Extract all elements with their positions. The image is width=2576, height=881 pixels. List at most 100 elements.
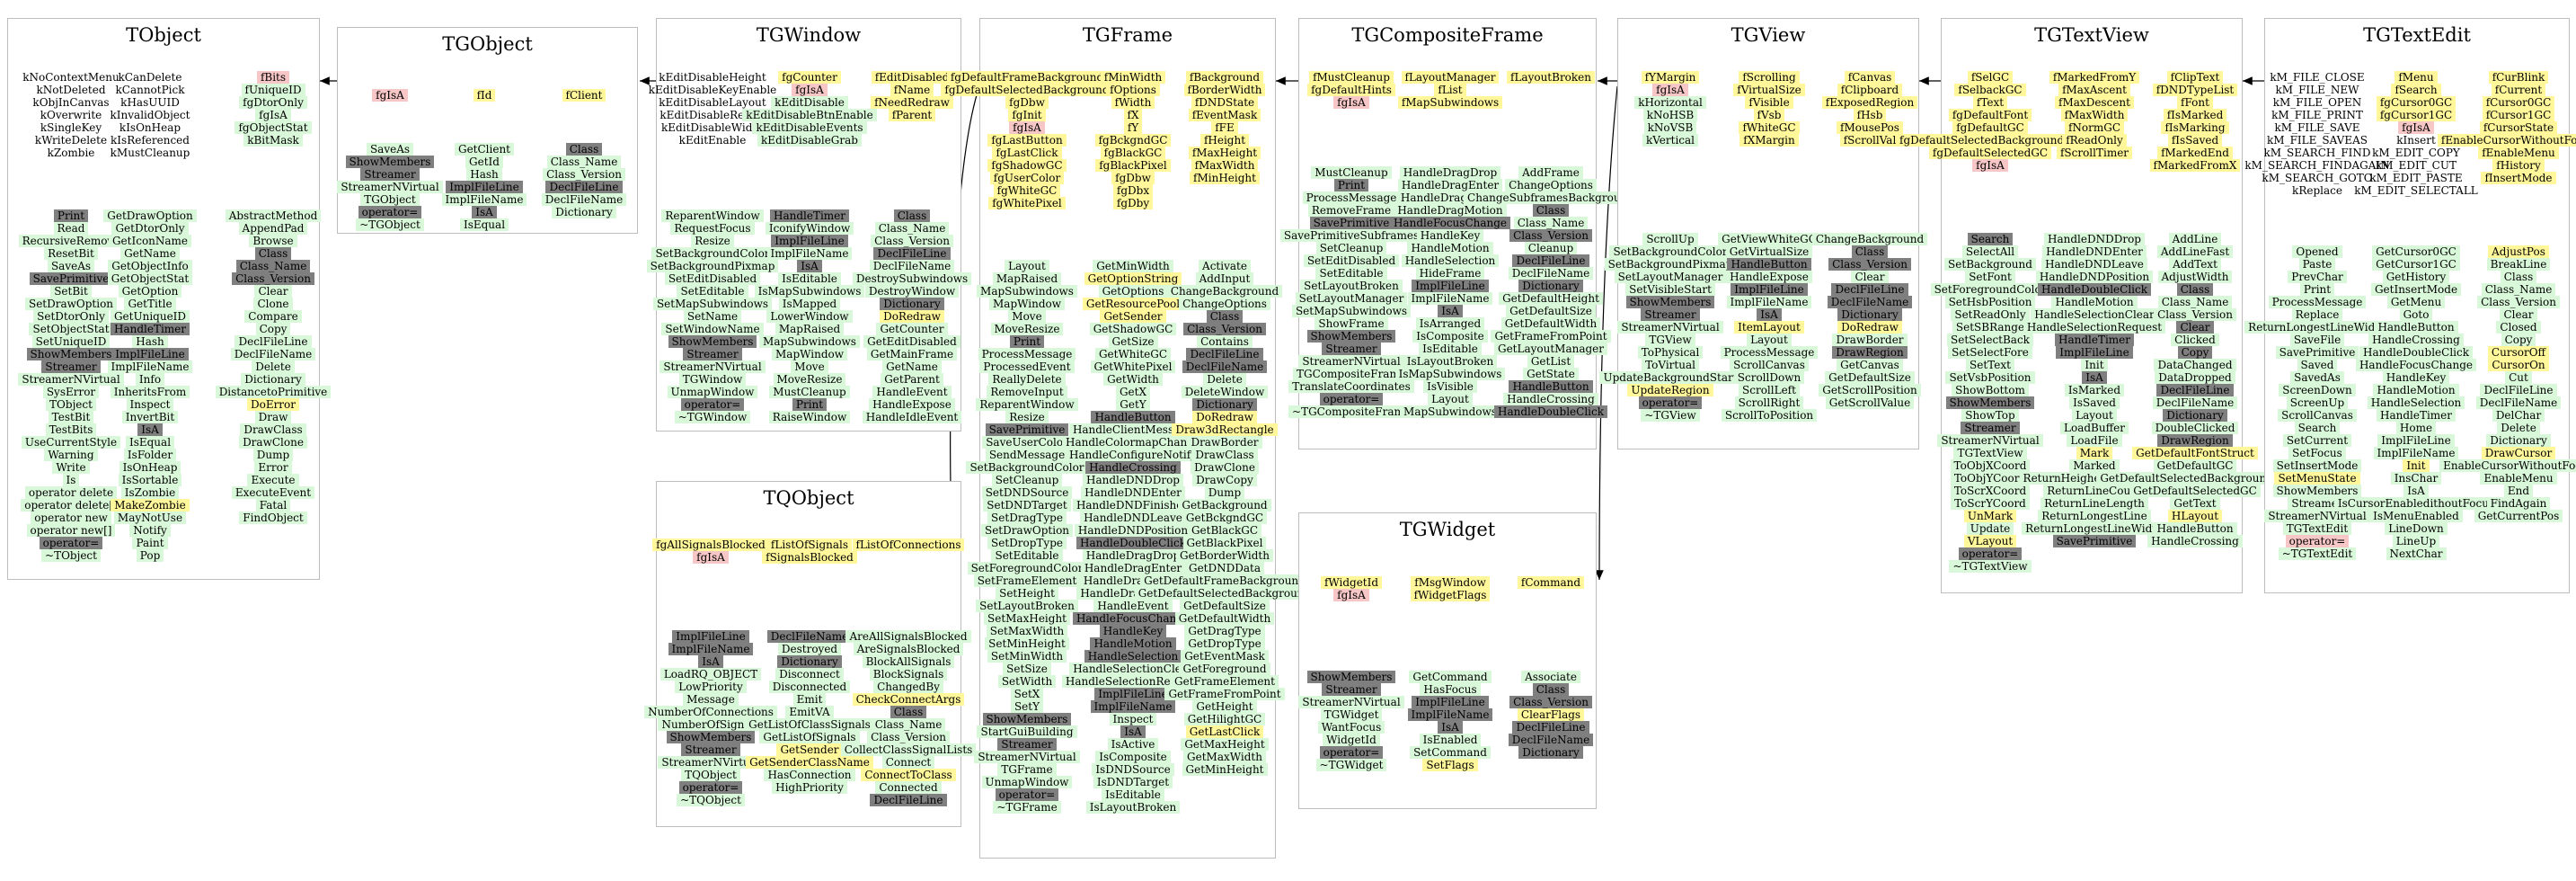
member-class: Class	[890, 706, 927, 718]
member-getname: GetName	[882, 360, 942, 373]
member-getdnddata: GetDNDData	[1184, 562, 1264, 574]
member-loadfile: LoadFile	[2067, 434, 2122, 447]
member-handledragdrop: HandleDragDrop	[1399, 166, 1501, 179]
member-declfileline: DeclFileLine	[545, 181, 623, 193]
member-declfilename: DeclFileName	[869, 260, 955, 272]
member-freadonly: fReadOnly	[2062, 134, 2127, 147]
member-layout: Layout	[1428, 393, 1473, 405]
member-fgisa: fgIsA	[255, 109, 291, 121]
member-showmembers: ShowMembers	[668, 335, 757, 348]
member-fgdefaultselectedgc: fgDefaultSelectedGC	[1928, 147, 2052, 159]
member-closed: Closed	[2496, 321, 2541, 334]
member-mark: Mark	[2076, 447, 2113, 459]
member-implfileline: ImplFileLine	[1412, 280, 1489, 292]
member-setmapsubwindows: SetMapSubwindows	[1291, 305, 1412, 317]
member-fgdby: fgDby	[1112, 197, 1154, 209]
member-fgcursor0gc: fgCursor0GC	[2376, 96, 2456, 109]
member-column: GetCommand HasFocus ImplFileLine ImplFileNa…	[1378, 671, 1522, 771]
member-tgwindow: TGWindow	[678, 373, 747, 386]
member-column: GetDrawOption GetDtorOnly GetIconName GetNa…	[78, 209, 222, 562]
member-setselectfore: SetSelectFore	[1948, 346, 2032, 359]
member-implfileline: ImplFileLine	[111, 348, 189, 360]
member-getdroptype: GetDropType	[1184, 637, 1265, 650]
class-box-tgtextedit: TGTextEdit kM_FILE_CLOSE kM_FILE_NEW kM_FIL…	[2244, 18, 2576, 593]
member-setwidth: SetWidth	[997, 675, 1057, 688]
member-goto: Goto	[2399, 308, 2433, 321]
member-pop: Pop	[136, 549, 164, 562]
member-handledndenter: HandleDNDEnter	[2042, 245, 2147, 258]
member-class: Class	[1206, 310, 1244, 323]
member-fymargin: fYMargin	[1641, 71, 1700, 84]
member-nextchar: NextChar	[2386, 547, 2447, 560]
member-keditdisablekeyenable: kEditDisableKeyEnable	[648, 84, 777, 96]
member-column: fgDefaultFrameBackground fgDefaultSelecte…	[941, 71, 1113, 209]
member-getuniqueid: GetUniqueID	[110, 310, 190, 323]
member-handleevent: HandleEvent	[1093, 600, 1173, 612]
member-getframefrompoint: GetFrameFromPoint	[1491, 330, 1611, 343]
member-column: fLayoutBroken	[1479, 71, 1623, 84]
class-box-tgtextview: TGTextView fSelGC fSelbackGC fText fgDefault…	[1896, 18, 2294, 593]
member-class: Class	[1532, 204, 1570, 217]
member-knotdeleted: kNotDeleted	[36, 84, 106, 96]
class-box-tobject: TObject kNoContextMenu kNotDeleted kObjInCa…	[7, 18, 332, 580]
member-connected: Connected	[875, 781, 942, 794]
member-handletimer: HandleTimer	[2054, 334, 2135, 346]
member-class: Class	[2500, 271, 2537, 283]
member-implfilename: ImplFileName	[1726, 296, 1812, 308]
member-gety: GetY	[1116, 398, 1150, 411]
member-saveprimitive: SavePrimitive	[2275, 346, 2359, 359]
member-getdtoronly: GetDtorOnly	[111, 222, 189, 235]
member-findobject: FindObject	[239, 512, 307, 524]
member-getsender: GetSender	[776, 743, 843, 756]
member-fatal: Fatal	[255, 499, 291, 512]
member-handleselectionclear: HandleSelectionClear	[2031, 308, 2158, 321]
member-declfilename: DeclFileName	[1182, 360, 1268, 373]
member-opened: Opened	[2292, 245, 2342, 258]
member-saveprimitive: SavePrimitive	[29, 272, 113, 285]
member-handleselection: HandleSelection	[1084, 650, 1182, 663]
member-iscomposite: IsComposite	[1095, 751, 1171, 763]
member-setvsbposition: SetVsbPosition	[1945, 371, 2035, 384]
member-setcurrent: SetCurrent	[2282, 434, 2352, 447]
member-implfilename: ImplFileName	[2373, 447, 2459, 459]
member-setmaxheight: SetMaxHeight	[984, 612, 1070, 625]
member-declfileline: DeclFileLine	[873, 247, 951, 260]
member-column: GetCursor0GC GetCursor1GC GetHistory GetIns…	[2333, 245, 2499, 560]
member-fclipboard: fClipboard	[1837, 84, 1903, 96]
member-column: fListOfConnections	[837, 538, 980, 551]
member-handleclientmessage: HandleClientMessage	[1068, 423, 1198, 436]
member-khorizontal: kHorizontal	[1634, 96, 1706, 109]
member-dictionary: Dictionary	[880, 298, 944, 310]
member-dictionary: Dictionary	[241, 373, 305, 386]
member-getoptions: GetOptions	[1098, 285, 1168, 298]
member-maynotuse: MayNotUse	[113, 512, 187, 524]
member-getsize: GetSize	[1108, 335, 1158, 348]
member-km-file-print: kM_FILE_PRINT	[2271, 109, 2363, 121]
member-handleevent: HandleEvent	[872, 386, 952, 398]
member-ksinglekey: kSingleKey	[40, 121, 102, 134]
member-handlemotion: HandleMotion	[2373, 384, 2459, 396]
member-setlayoutbroken: SetLayoutBroken	[976, 600, 1078, 612]
member-column: fMinWidth fOptions fWidth fX fY fgBckgndGC fgB…	[1061, 71, 1205, 209]
member-cursoroff: CursorOff	[2487, 346, 2550, 359]
member-flistofconnections: fListOfConnections	[852, 538, 965, 551]
member-inspect: Inspect	[126, 398, 174, 411]
member-processedevent: ProcessedEvent	[979, 360, 1075, 373]
member-column: fMarkedFromY fMaxAscent fMaxDescent fMaxWid…	[2023, 71, 2166, 159]
member-fmustcleanup: fMustCleanup	[1309, 71, 1394, 84]
member-handleselectionclear: HandleSelectionClear	[1069, 663, 1197, 675]
member-getparent: GetParent	[881, 373, 943, 386]
member-column: fListOfSignals fSignalsBlocked	[738, 538, 881, 564]
member-streamernvirtual: StreamerNVirtual	[1298, 696, 1404, 708]
member-getid: GetId	[465, 156, 503, 168]
member-fscrolltimer: fScrollTimer	[2056, 147, 2133, 159]
member-fmapsubwindows: fMapSubwindows	[1397, 96, 1503, 109]
member-fy: fY	[1123, 121, 1143, 134]
member-kinsert: kInsert	[2396, 134, 2436, 147]
member-print: Print	[1333, 179, 1369, 191]
member-class-version: Class_Version	[1828, 258, 1911, 271]
member-showbottom: ShowBottom	[1952, 384, 2029, 396]
member-reallydelete: ReallyDelete	[988, 373, 1066, 386]
member-tobject: ~TObject	[41, 549, 101, 562]
member-handledragenter: HandleDragEnter	[1080, 562, 1186, 574]
